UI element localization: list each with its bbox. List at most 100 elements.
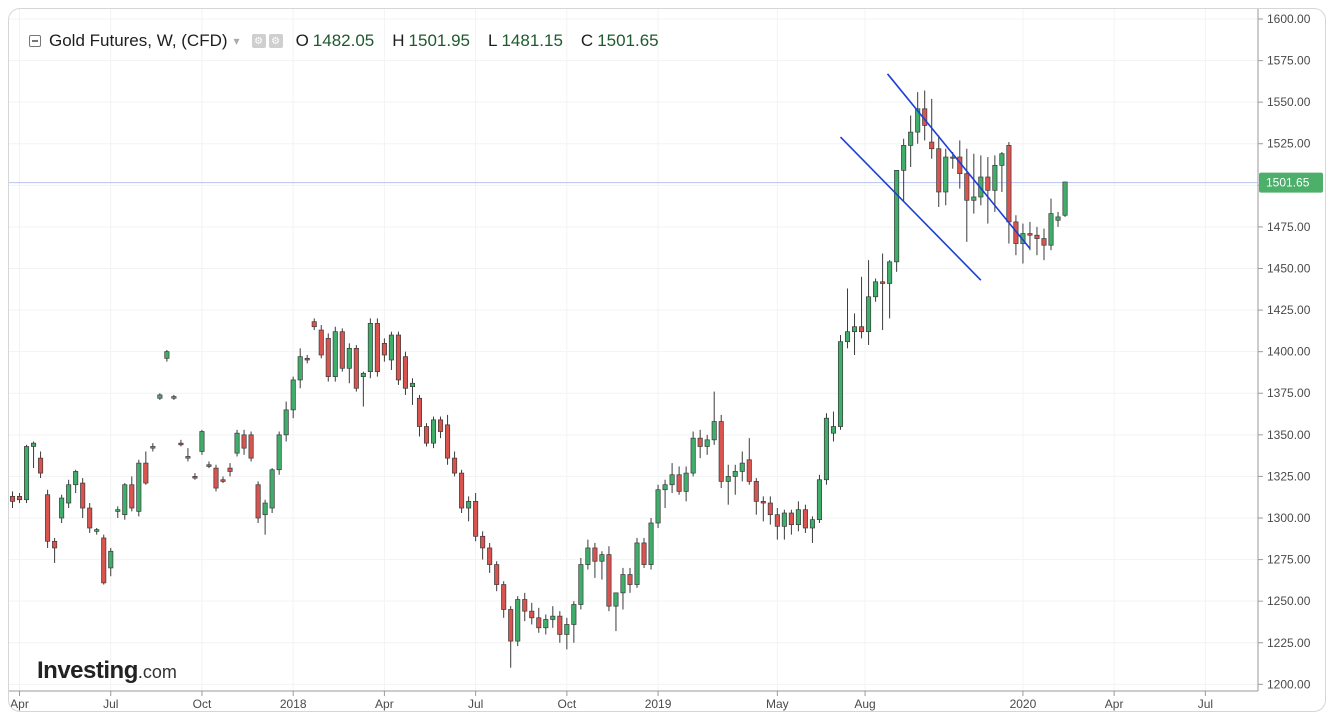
candle-body bbox=[641, 542, 647, 565]
candle-body bbox=[669, 474, 675, 486]
candle-body bbox=[318, 329, 324, 356]
settings-icon[interactable]: ⚙ bbox=[251, 34, 266, 48]
candle-body bbox=[557, 615, 563, 635]
candle-body bbox=[571, 604, 577, 625]
candle-body bbox=[620, 574, 626, 594]
candle-body bbox=[311, 321, 317, 328]
candle-down bbox=[241, 429, 247, 455]
candle-body bbox=[711, 421, 717, 441]
candle-down bbox=[627, 567, 633, 593]
candle-down bbox=[859, 276, 865, 339]
candle-up bbox=[711, 391, 717, 445]
candle-body bbox=[515, 599, 521, 642]
candle-body bbox=[206, 464, 212, 467]
candle-up bbox=[283, 401, 289, 442]
candle-up bbox=[185, 448, 191, 462]
candle-down bbox=[802, 504, 808, 533]
candle-up bbox=[388, 331, 394, 370]
candle-down bbox=[143, 451, 149, 485]
candle-down bbox=[220, 476, 226, 484]
candle-body bbox=[732, 471, 738, 477]
candle-body bbox=[823, 417, 829, 481]
candle-up bbox=[943, 148, 949, 206]
price-tick-label: 1375.00 bbox=[1267, 386, 1311, 400]
price-tick-label: 1525.00 bbox=[1267, 137, 1311, 151]
candle-down bbox=[339, 328, 345, 372]
candle-up bbox=[31, 441, 37, 469]
candle-up bbox=[634, 537, 640, 588]
candle-body bbox=[662, 484, 668, 491]
candles bbox=[9, 90, 1068, 668]
price-chart[interactable]: 1600.001575.001550.001525.001500.001475.… bbox=[9, 9, 1325, 711]
candle-up bbox=[683, 466, 689, 502]
candle-up bbox=[108, 547, 114, 577]
candle-down bbox=[9, 491, 16, 509]
candle-up bbox=[94, 527, 100, 535]
candle-up bbox=[648, 518, 654, 570]
candle-up bbox=[978, 155, 984, 206]
time-tick-label: May bbox=[766, 697, 789, 711]
price-axis[interactable]: 1600.001575.001550.001525.001500.001475.… bbox=[1258, 12, 1311, 691]
price-tick-label: 1325.00 bbox=[1267, 469, 1311, 483]
candle-down bbox=[880, 253, 886, 331]
time-tick-label: Oct bbox=[193, 697, 212, 711]
candle-body bbox=[459, 472, 465, 509]
candle-down bbox=[1034, 226, 1040, 256]
candle-up bbox=[171, 394, 177, 400]
candle-down bbox=[248, 431, 254, 462]
candle-body bbox=[473, 501, 479, 537]
candle-up bbox=[122, 483, 128, 520]
time-axis[interactable]: Apr Jul Oct 2018 Apr Jul Oct 2019 May Aug 2020 Apr J… bbox=[10, 691, 1213, 711]
candle-down bbox=[494, 561, 500, 592]
price-tick-label: 1600.00 bbox=[1267, 12, 1311, 26]
candle-body bbox=[480, 535, 486, 549]
candle-up bbox=[290, 376, 296, 419]
candle-down bbox=[17, 493, 23, 504]
candle-body bbox=[746, 459, 752, 482]
candle-body bbox=[627, 574, 633, 585]
candle-body bbox=[529, 610, 535, 619]
price-tick-label: 1400.00 bbox=[1267, 345, 1311, 359]
candle-body bbox=[1048, 213, 1054, 246]
close-key: C bbox=[580, 31, 594, 50]
candle-up bbox=[409, 378, 415, 405]
collapse-icon[interactable] bbox=[29, 35, 41, 47]
last-price-badge bbox=[1259, 172, 1323, 193]
candle-body bbox=[346, 347, 352, 369]
candle-body bbox=[367, 323, 373, 372]
candle-body bbox=[325, 338, 331, 377]
candle-down bbox=[80, 478, 86, 519]
candle-down bbox=[438, 416, 444, 439]
candle-up bbox=[276, 431, 282, 475]
candle-up bbox=[66, 479, 72, 509]
candle-body bbox=[697, 437, 703, 447]
candle-up bbox=[690, 431, 696, 477]
candle-down bbox=[459, 469, 465, 514]
candle-body bbox=[199, 431, 205, 452]
candle-down bbox=[936, 135, 942, 207]
candle-up bbox=[24, 444, 30, 504]
time-tick-label: Jul bbox=[468, 697, 483, 711]
candle-down bbox=[311, 318, 317, 331]
candle-body bbox=[844, 331, 851, 343]
candle-body bbox=[122, 484, 128, 516]
last-price-text: 1501.65 bbox=[1266, 176, 1310, 190]
logo-name: Investing bbox=[37, 657, 138, 684]
candle-body bbox=[213, 467, 219, 489]
last-price-label: 1501.65 bbox=[1259, 172, 1323, 193]
candle-body bbox=[809, 519, 815, 529]
time-tick-label: Jul bbox=[103, 697, 118, 711]
candle-body bbox=[185, 456, 191, 459]
candle-up bbox=[866, 260, 872, 346]
price-tick-label: 1200.00 bbox=[1267, 677, 1311, 691]
candle-body bbox=[606, 554, 612, 607]
dropdown-icon[interactable]: ▾ bbox=[233, 34, 240, 48]
candle-down bbox=[606, 546, 612, 612]
candle-down bbox=[213, 464, 219, 492]
candle-up bbox=[332, 326, 338, 382]
candle-down bbox=[374, 318, 380, 377]
candle-body bbox=[332, 331, 338, 377]
gear-icon[interactable]: ⚙ bbox=[268, 34, 283, 48]
chart-frame: 1600.001575.001550.001525.001500.001475.… bbox=[8, 8, 1326, 712]
candle-body bbox=[655, 489, 661, 524]
